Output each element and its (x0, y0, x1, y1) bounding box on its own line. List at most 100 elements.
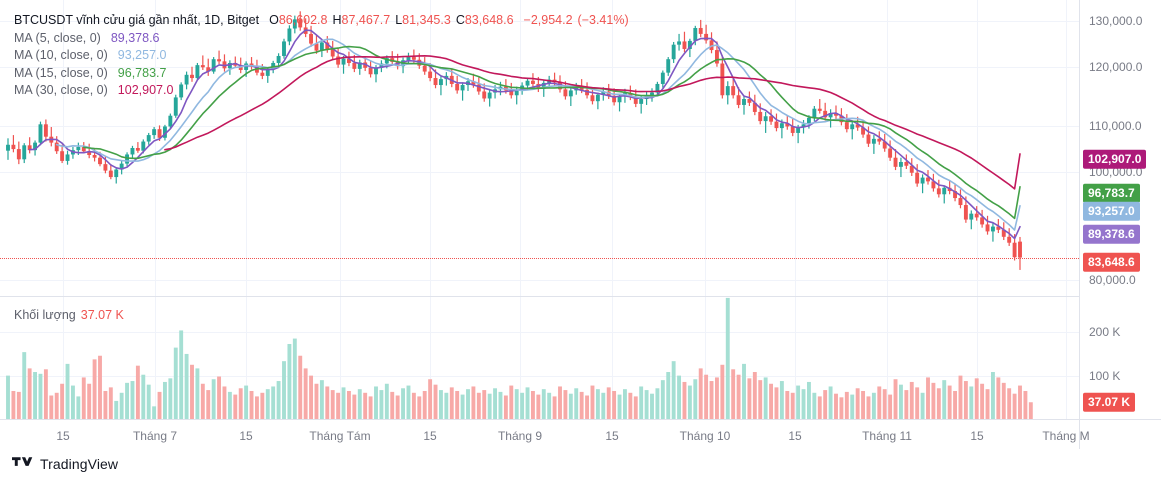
grid-line-vertical (887, 0, 888, 296)
volume-bar (11, 390, 16, 419)
candle-wick (900, 157, 902, 178)
volume-bar (325, 386, 330, 419)
candle-body (541, 82, 546, 89)
volume-bar (487, 393, 492, 419)
time-axis[interactable]: 15 Tháng 7 15 Tháng Tám 15 Tháng 9 15 Tháng 10 1… (0, 419, 1161, 449)
candle-body (292, 19, 297, 29)
legend-symbol[interactable]: BTCUSDT vĩnh cửu giá gần nhất (14, 13, 198, 27)
volume-legend-label[interactable]: Khối lượng (14, 308, 76, 322)
volume-pane[interactable] (0, 297, 1079, 419)
volume-bar (98, 355, 102, 419)
price-axis-tick: 110,000.0 (1089, 119, 1142, 133)
candle-wick (440, 76, 442, 96)
volume-bar (314, 383, 319, 419)
candle-wick (553, 72, 556, 86)
volume-bar (633, 396, 638, 419)
legend-symbol-row[interactable]: BTCUSDT vĩnh cửu giá gần nhất, 1D, Bitge… (14, 12, 629, 30)
candle-body (379, 63, 384, 68)
legend-indicator-row[interactable]: MA (15, close, 0) 96,783.7 (14, 65, 629, 83)
legend-interval[interactable]: 1D (204, 13, 221, 27)
candle-wick (797, 124, 799, 144)
candle-wick (743, 96, 745, 115)
price-pane[interactable] (0, 0, 1079, 296)
volume-bar (265, 389, 270, 419)
candle-body (87, 151, 92, 155)
volume-bar (206, 390, 211, 419)
candle-body (211, 59, 216, 72)
volume-axis-tick: 200 K (1089, 325, 1121, 339)
volume-bar (466, 389, 470, 419)
volume-bar (217, 376, 222, 419)
legend-indicator-value: 89,378.6 (110, 30, 160, 45)
volume-bar (184, 353, 189, 419)
time-axis-label: 15 (605, 429, 619, 443)
candle-body (179, 84, 184, 98)
volume-bar (449, 387, 454, 419)
volume-bar (823, 390, 828, 419)
price-axis-badge[interactable]: 96,783.7 (1083, 183, 1140, 203)
candle-body (612, 95, 617, 103)
candle-body (309, 33, 314, 44)
volume-bar (1023, 390, 1028, 419)
volume-bar (1012, 393, 1017, 419)
candle-body (352, 62, 357, 69)
grid-line-horizontal (0, 67, 1079, 68)
legend-sep-1: , (197, 13, 205, 27)
volume-bar (866, 396, 871, 419)
price-axis-badge[interactable]: 83,648.6 (1083, 252, 1140, 272)
grid-line-vertical (977, 0, 978, 296)
candle-body (298, 19, 303, 28)
candle-body (411, 57, 416, 60)
candle-body (953, 191, 958, 199)
volume-bar (346, 390, 351, 419)
candle-body (433, 78, 438, 86)
volume-bar (227, 391, 232, 419)
volume-bar (558, 386, 562, 419)
volume-bar (779, 381, 784, 419)
price-axis-badge[interactable]: 102,907.0 (1083, 149, 1147, 169)
volume-bar (92, 359, 97, 419)
grid-line-vertical (887, 297, 888, 419)
legend-indicator-row[interactable]: MA (5, close, 0) 89,378.6 (14, 30, 629, 48)
legend-close-label: C (455, 13, 465, 27)
moving-average-line (164, 55, 1021, 190)
volume-bar (254, 396, 259, 419)
grid-line-vertical (246, 0, 247, 296)
price-axis-badge[interactable]: 89,378.6 (1083, 224, 1140, 244)
candle-wick (218, 50, 220, 65)
volume-bar (687, 385, 692, 419)
volume-bar (990, 372, 995, 419)
volume-bar (282, 361, 286, 419)
legend-sep-2: , (220, 13, 228, 27)
candle-body (265, 69, 270, 76)
volume-axis-badge[interactable]: 37.07 K (1083, 392, 1136, 412)
volume-bar (855, 388, 860, 419)
candle-body (146, 135, 151, 142)
volume-bar (1018, 385, 1022, 419)
candle-body (190, 74, 194, 79)
tradingview-logo[interactable]: TradingView (12, 456, 118, 472)
volume-bar (482, 390, 487, 419)
legend-low-label: L (395, 13, 403, 27)
volume-bar (974, 378, 979, 419)
grid-line-vertical (977, 297, 978, 419)
volume-bar (141, 374, 146, 419)
legend-indicator-row[interactable]: MA (30, close, 0) 102,907.0 (14, 82, 629, 100)
candle-body (217, 59, 222, 62)
volume-bar (877, 386, 882, 419)
volume-bar (319, 380, 324, 419)
price-axis[interactable]: 130,000.0 120,000.0 110,000.0 100,000.0 80,0… (1079, 0, 1161, 419)
legend-exchange[interactable]: Bitget (227, 13, 260, 27)
candle-body (882, 141, 887, 149)
volume-bar (1028, 402, 1033, 419)
candle-body (422, 65, 427, 72)
candle-body (125, 154, 130, 164)
price-axis-badge[interactable]: 93,257.0 (1083, 201, 1140, 221)
legend-indicator-row[interactable]: MA (10, close, 0) 93,257.0 (14, 47, 629, 65)
candle-body (996, 226, 1001, 230)
candle-body (168, 115, 173, 127)
volume-bar (714, 377, 719, 419)
volume-bar (985, 389, 990, 419)
candle-body (585, 89, 590, 96)
